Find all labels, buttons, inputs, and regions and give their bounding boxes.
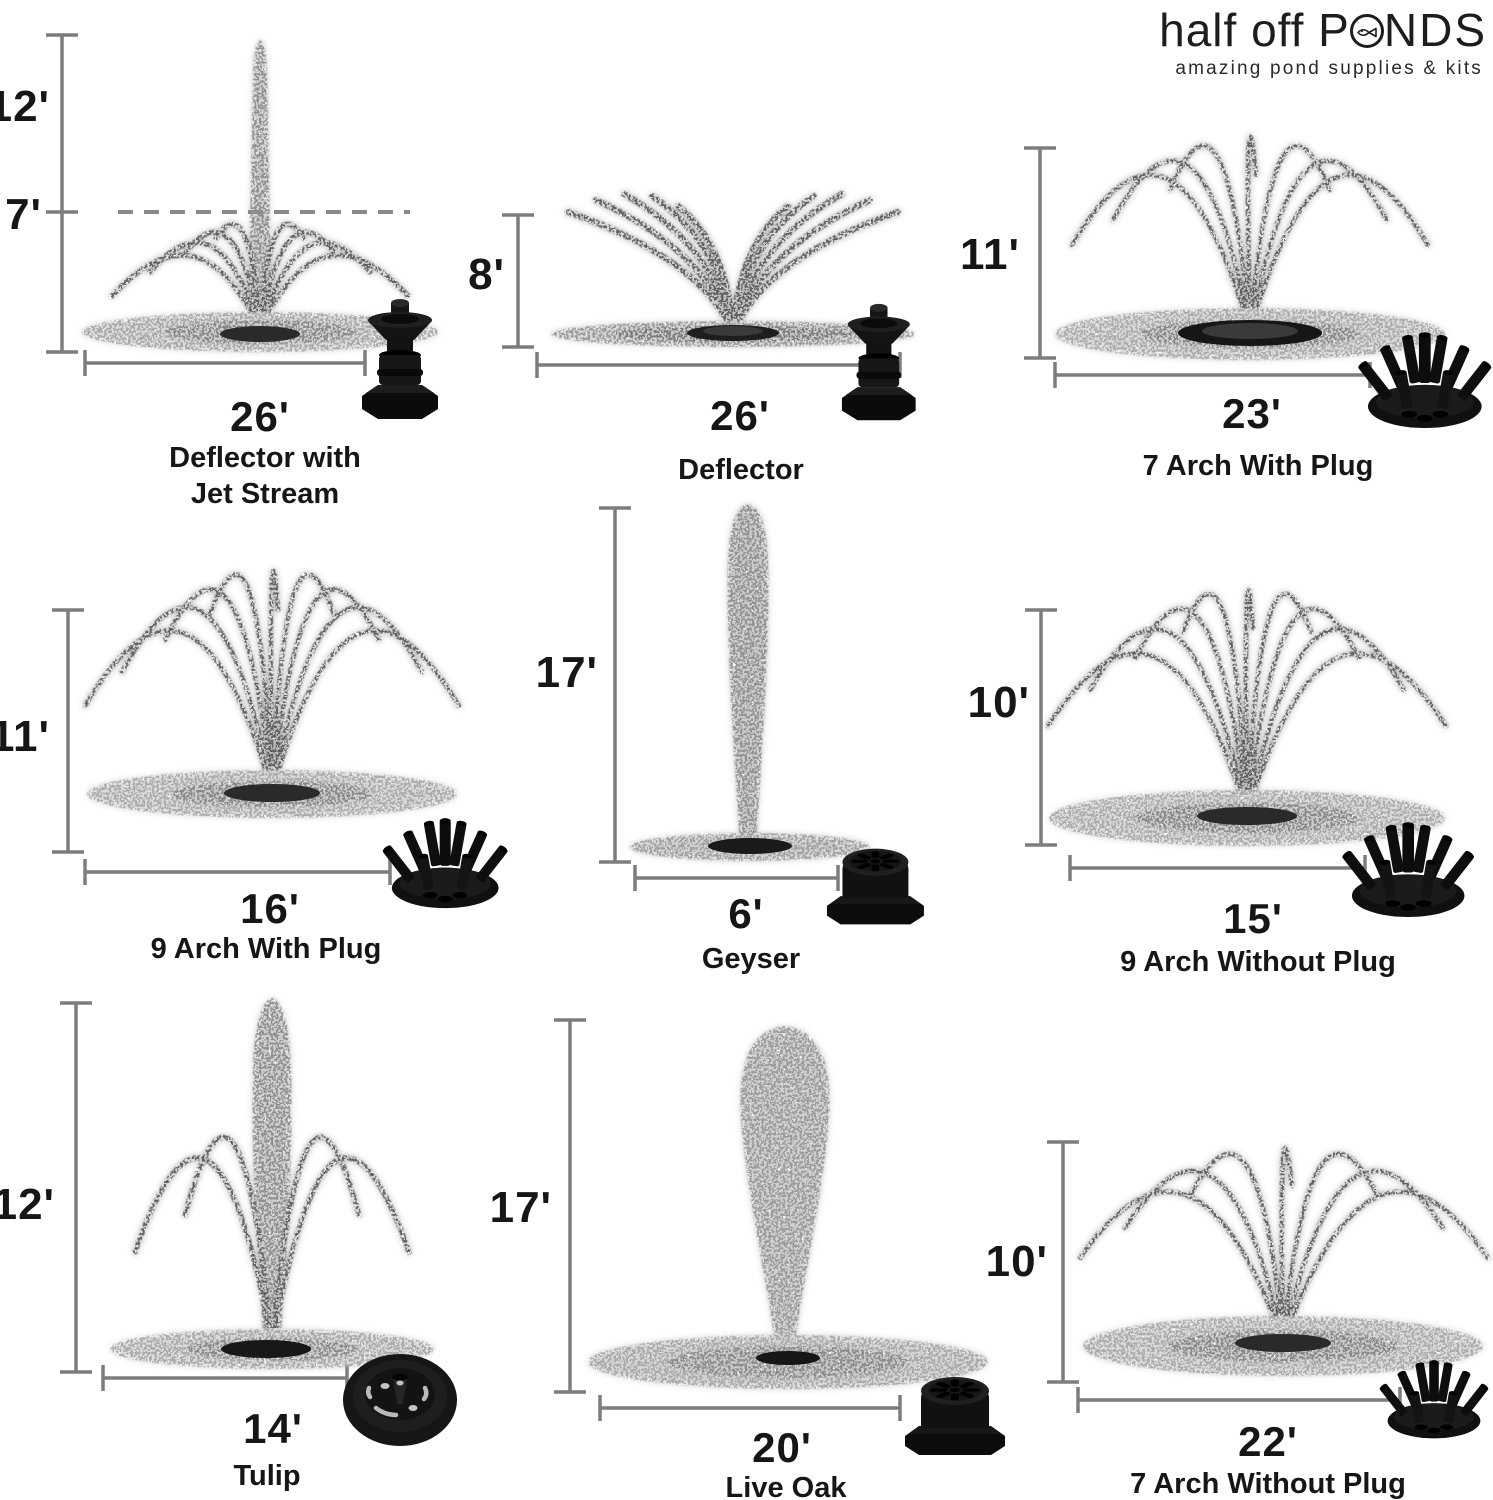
deflector-jet-nozzle-photo — [362, 299, 438, 419]
height-label-live-oak: 17' — [489, 1183, 552, 1232]
fountain-name-7-arch-plug: 7 Arch With Plug — [1142, 450, 1374, 482]
7-arch-nozzle-photo — [1378, 1360, 1490, 1439]
width-label-tulip: 14' — [243, 1405, 303, 1452]
fountain-name-deflector-jet: Deflector with Jet Stream — [169, 442, 361, 510]
spray-deflector — [551, 194, 915, 347]
spray-9-arch-with-plug — [85, 571, 459, 818]
width-label-deflector: 26' — [710, 392, 770, 439]
spray-tulip — [110, 998, 434, 1369]
fountain-name-tulip: Tulip — [233, 1460, 301, 1492]
spray-9-arch-without-plug — [1048, 590, 1446, 846]
width-label-9-arch: 15' — [1223, 895, 1283, 942]
width-label-live-oak: 20' — [752, 1424, 812, 1471]
fountain-name-geyser: Geyser — [701, 943, 801, 975]
dimension-lines — [46, 33, 1402, 1421]
fountain-name-9-arch-plug: 9 Arch With Plug — [150, 933, 382, 965]
width-label-7-arch-plug: 23' — [1222, 390, 1282, 437]
fountain-name-7-arch: 7 Arch Without Plug — [1130, 1468, 1406, 1500]
9-arch-plug-nozzle-photo — [381, 818, 509, 909]
fountain-name-deflector: Deflector — [678, 454, 804, 486]
brand-name: half off P NDS — [1159, 4, 1487, 56]
geyser-nozzle-photo — [826, 848, 924, 925]
spray-deflector-jet-stream — [82, 40, 438, 352]
height-label-deflector: 8' — [468, 250, 505, 299]
width-label-deflector-jet: 26' — [230, 393, 290, 440]
height-label-deflector-jet: 12' — [0, 82, 50, 131]
height-label-7-arch: 10' — [985, 1237, 1048, 1286]
fountain-name-9-arch: 9 Arch Without Plug — [1120, 946, 1396, 978]
deflector-height-label: 7' — [5, 190, 42, 239]
width-label-geyser: 6' — [728, 890, 764, 937]
spray-geyser — [630, 504, 870, 861]
height-label-geyser: 17' — [535, 648, 598, 697]
fountain-name-live-oak: Live Oak — [725, 1472, 847, 1500]
width-label-7-arch: 22' — [1238, 1418, 1298, 1465]
height-label-9-arch: 10' — [967, 678, 1030, 727]
height-label-tulip: 12' — [0, 1180, 55, 1229]
live-oak-nozzle-photo — [905, 1377, 1005, 1455]
brand-logo: half off P NDS amazing pond supplies & ki… — [1085, 4, 1487, 80]
deflector-nozzle-photo — [841, 303, 916, 421]
height-label-7-arch-plug: 11' — [960, 230, 1020, 279]
tulip-nozzle-photo — [343, 1354, 457, 1446]
spray-7-arch-without-plug — [1080, 1148, 1488, 1376]
spray-7-arch-with-plug — [1055, 137, 1445, 360]
spray-live-oak — [588, 1026, 988, 1389]
brand-tagline: amazing pond supplies & kits — [1175, 58, 1483, 79]
width-label-9-arch-plug: 16' — [240, 885, 300, 932]
fish-icon — [1349, 14, 1384, 48]
height-label-9-arch-plug: 11' — [0, 712, 50, 761]
